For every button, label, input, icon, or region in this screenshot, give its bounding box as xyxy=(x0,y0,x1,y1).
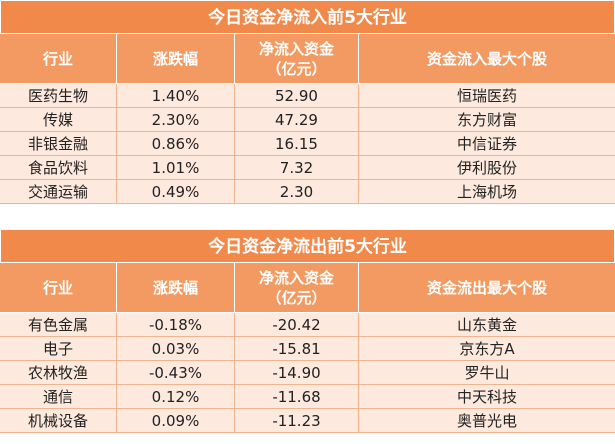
header-net-amount: 净流入资金 （亿元） xyxy=(235,263,359,313)
header-top-stock: 资金流入最大个股 xyxy=(359,34,615,84)
change-cell: 0.03% xyxy=(117,337,235,361)
header-top-stock: 资金流出最大个股 xyxy=(359,263,615,313)
amount-cell: 16.15 xyxy=(235,132,359,156)
industry-cell: 食品饮料 xyxy=(0,156,117,180)
amount-cell: 2.30 xyxy=(235,180,359,204)
header-industry: 行业 xyxy=(0,34,117,84)
amount-cell: 47.29 xyxy=(235,108,359,132)
table-row: 电子 0.03% -15.81 京东方A xyxy=(0,337,615,361)
amount-cell: -14.90 xyxy=(235,361,359,385)
amount-cell: -11.68 xyxy=(235,385,359,409)
amount-cell: -15.81 xyxy=(235,337,359,361)
table-row: 非银金融 0.86% 16.15 中信证券 xyxy=(0,132,615,156)
table-row: 有色金属 -0.18% -20.42 山东黄金 xyxy=(0,313,615,337)
amount-cell: -20.42 xyxy=(235,313,359,337)
amount-cell: 7.32 xyxy=(235,156,359,180)
industry-cell: 机械设备 xyxy=(0,409,117,433)
change-cell: -0.43% xyxy=(117,361,235,385)
industry-cell: 通信 xyxy=(0,385,117,409)
change-cell: -0.18% xyxy=(117,313,235,337)
change-cell: 0.86% xyxy=(117,132,235,156)
inflow-table-title: 今日资金净流入前5大行业 xyxy=(0,0,615,34)
table-row: 交通运输 0.49% 2.30 上海机场 xyxy=(0,180,615,204)
top-stock-cell: 恒瑞医药 xyxy=(359,84,615,108)
table-row: 食品饮料 1.01% 7.32 伊利股份 xyxy=(0,156,615,180)
change-cell: 0.09% xyxy=(117,409,235,433)
table-row: 机械设备 0.09% -11.23 奥普光电 xyxy=(0,409,615,433)
industry-cell: 医药生物 xyxy=(0,84,117,108)
industry-cell: 传媒 xyxy=(0,108,117,132)
top-stock-cell: 奥普光电 xyxy=(359,409,615,433)
top-stock-cell: 伊利股份 xyxy=(359,156,615,180)
table-row: 通信 0.12% -11.68 中天科技 xyxy=(0,385,615,409)
amount-cell: 52.90 xyxy=(235,84,359,108)
change-cell: 0.12% xyxy=(117,385,235,409)
amount-cell: -11.23 xyxy=(235,409,359,433)
industry-cell: 有色金属 xyxy=(0,313,117,337)
table-row: 医药生物 1.40% 52.90 恒瑞医药 xyxy=(0,84,615,108)
change-cell: 1.01% xyxy=(117,156,235,180)
outflow-table: 今日资金净流出前5大行业 行业 涨跌幅 净流入资金 （亿元） 资金流出最大个股 … xyxy=(0,229,615,433)
change-cell: 2.30% xyxy=(117,108,235,132)
top-stock-cell: 山东黄金 xyxy=(359,313,615,337)
inflow-header-row: 行业 涨跌幅 净流入资金 （亿元） 资金流入最大个股 xyxy=(0,34,615,84)
change-cell: 0.49% xyxy=(117,180,235,204)
outflow-header-row: 行业 涨跌幅 净流入资金 （亿元） 资金流出最大个股 xyxy=(0,263,615,313)
top-stock-cell: 罗牛山 xyxy=(359,361,615,385)
table-row: 传媒 2.30% 47.29 东方财富 xyxy=(0,108,615,132)
top-stock-cell: 中天科技 xyxy=(359,385,615,409)
header-industry: 行业 xyxy=(0,263,117,313)
table-row: 农林牧渔 -0.43% -14.90 罗牛山 xyxy=(0,361,615,385)
industry-cell: 交通运输 xyxy=(0,180,117,204)
top-stock-cell: 东方财富 xyxy=(359,108,615,132)
top-stock-cell: 中信证券 xyxy=(359,132,615,156)
header-change: 涨跌幅 xyxy=(117,34,235,84)
outflow-table-title: 今日资金净流出前5大行业 xyxy=(0,229,615,263)
industry-cell: 电子 xyxy=(0,337,117,361)
industry-cell: 农林牧渔 xyxy=(0,361,117,385)
industry-cell: 非银金融 xyxy=(0,132,117,156)
inflow-table: 今日资金净流入前5大行业 行业 涨跌幅 净流入资金 （亿元） 资金流入最大个股 … xyxy=(0,0,615,204)
top-stock-cell: 京东方A xyxy=(359,337,615,361)
header-net-amount: 净流入资金 （亿元） xyxy=(235,34,359,84)
top-stock-cell: 上海机场 xyxy=(359,180,615,204)
header-change: 涨跌幅 xyxy=(117,263,235,313)
change-cell: 1.40% xyxy=(117,84,235,108)
